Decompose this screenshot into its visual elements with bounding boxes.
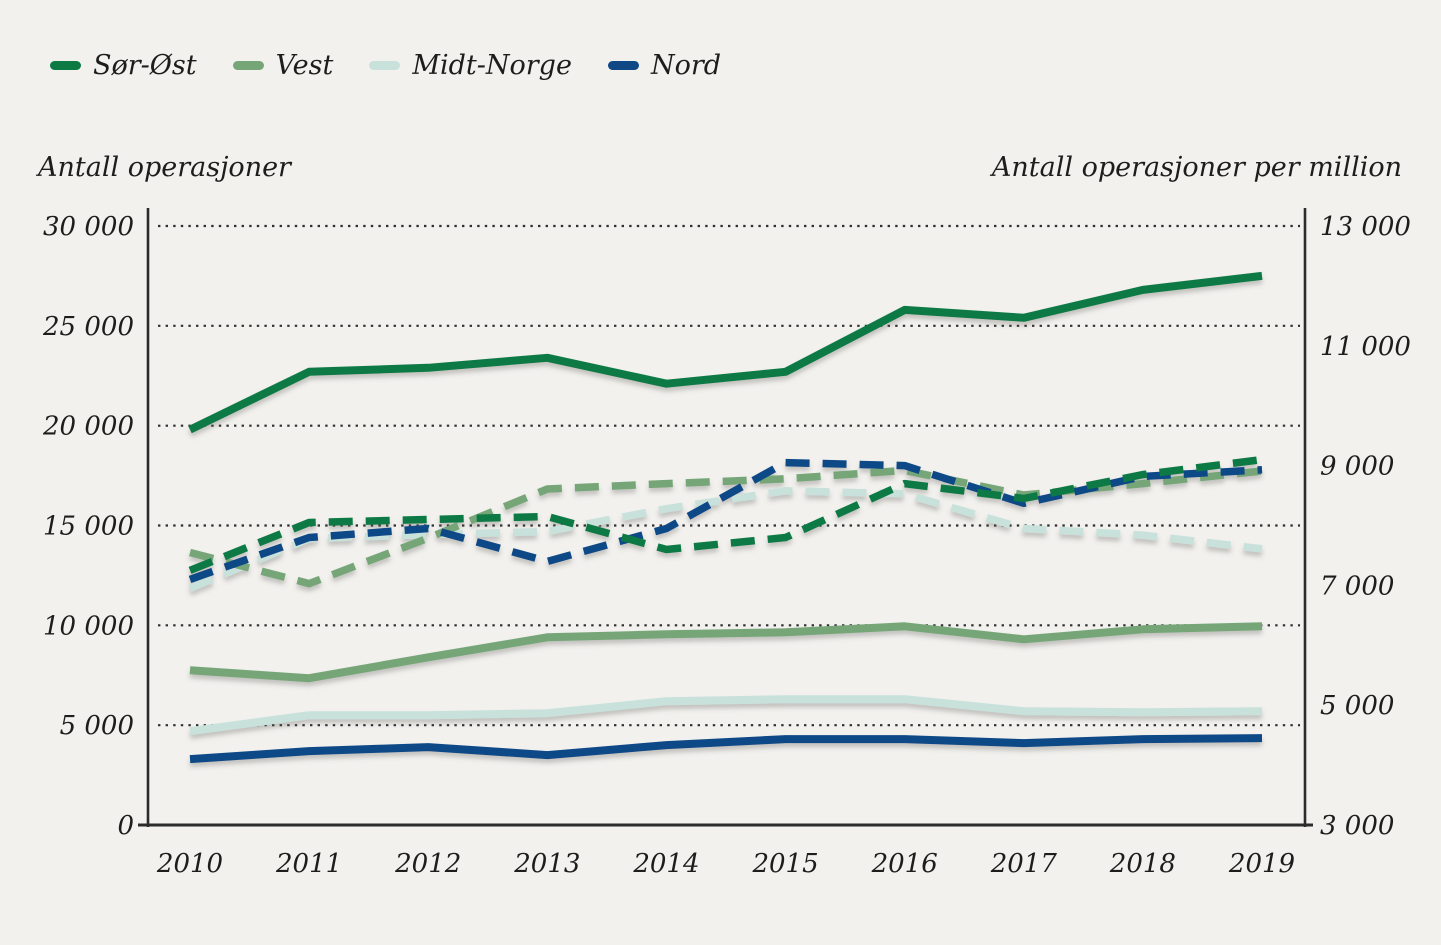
legend-swatch-midt-norge <box>369 61 401 70</box>
x-tick-2010: 2010 <box>156 849 223 879</box>
series-nord-solid <box>189 734 1263 764</box>
legend-swatch-nord <box>607 61 639 70</box>
legend-label-sor-ost: Sør-Øst <box>93 50 197 81</box>
x-tick-2016: 2016 <box>871 849 938 879</box>
left-axis-tick-10000: 10 000 <box>43 611 134 641</box>
series-sor-ost-dashed <box>188 455 1263 574</box>
legend-item-midt-norge: Midt-Norge <box>369 52 572 79</box>
x-tick-2019: 2019 <box>1228 849 1295 879</box>
left-axis-tick-20000: 20 000 <box>42 412 134 442</box>
left-axis-tick-0: 0 <box>117 811 134 841</box>
series-layer <box>188 271 1263 764</box>
series-vest-solid <box>189 622 1263 683</box>
right-axis-tick-3000: 3 000 <box>1320 811 1394 841</box>
series-midt-norge-solid <box>189 695 1263 736</box>
legend-item-nord: Nord <box>607 50 722 81</box>
left-axis-tick-25000: 25 000 <box>42 312 134 342</box>
right-axis-title: Antall operasjoner per million <box>991 152 1402 183</box>
series-nord-dashed <box>188 458 1263 583</box>
right-axis-tick-11000: 11 000 <box>1320 332 1411 362</box>
legend-label-vest: Vest <box>275 50 334 81</box>
legend-item-sor-ost: Sør-Øst <box>50 52 197 79</box>
x-tick-2014: 2014 <box>632 849 699 879</box>
label-layer: 30 000 25 000 20 000 15 000 10 000 5 000 0 13 0… <box>42 212 1411 879</box>
legend-swatch-sor-ost <box>50 61 81 70</box>
series-vest-dashed <box>189 466 1263 588</box>
left-axis-tick-5000: 5 000 <box>60 711 134 741</box>
x-tick-2017: 2017 <box>990 849 1058 879</box>
left-axis-tick-15000: 15 000 <box>43 512 134 542</box>
legend-item-vest: Vest <box>232 50 334 81</box>
x-tick-2011: 2011 <box>275 849 342 879</box>
right-axis-tick-9000: 9 000 <box>1320 452 1394 482</box>
axis-layer <box>138 208 1313 827</box>
right-axis-tick-7000: 7 000 <box>1320 571 1394 601</box>
x-tick-2018: 2018 <box>1109 849 1176 879</box>
right-axis-tick-13000: 13 000 <box>1320 212 1411 242</box>
left-axis-title: Antall operasjoner <box>38 152 291 183</box>
x-tick-2015: 2015 <box>751 849 818 879</box>
series-sor-ost-solid <box>188 271 1263 434</box>
legend-label-midt-norge: Midt-Norge <box>412 50 572 81</box>
left-axis-tick-30000: 30 000 <box>43 212 134 242</box>
legend-swatch-vest <box>232 61 264 70</box>
legend: Sør-Øst Vest Midt-Norge Nord <box>50 52 721 79</box>
legend-label-nord: Nord <box>650 50 722 81</box>
right-axis-tick-5000: 5 000 <box>1320 691 1394 721</box>
series-midt-norge-dashed <box>188 487 1263 592</box>
x-tick-2012: 2012 <box>394 849 461 879</box>
x-tick-2013: 2013 <box>513 849 580 879</box>
grid-layer <box>158 224 1300 727</box>
